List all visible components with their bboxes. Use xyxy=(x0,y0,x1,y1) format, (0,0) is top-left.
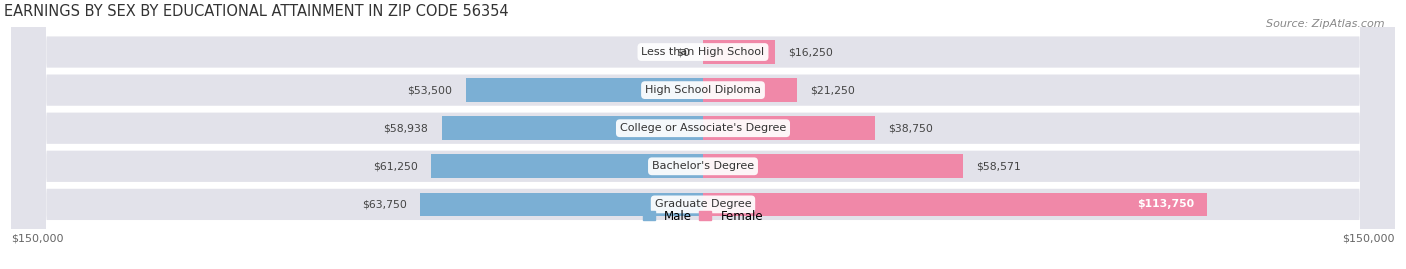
FancyBboxPatch shape xyxy=(11,0,1395,269)
Text: $58,571: $58,571 xyxy=(976,161,1021,171)
FancyBboxPatch shape xyxy=(11,0,1395,269)
Bar xyxy=(465,78,703,102)
FancyBboxPatch shape xyxy=(11,0,1395,269)
Text: $63,750: $63,750 xyxy=(363,199,406,209)
FancyBboxPatch shape xyxy=(11,0,1395,269)
Bar xyxy=(441,116,703,140)
Text: $58,938: $58,938 xyxy=(384,123,429,133)
Text: $16,250: $16,250 xyxy=(789,47,834,57)
Text: Graduate Degree: Graduate Degree xyxy=(655,199,751,209)
Bar xyxy=(703,40,775,64)
Text: $113,750: $113,750 xyxy=(1137,199,1194,209)
Bar xyxy=(432,154,703,178)
Text: Less than High School: Less than High School xyxy=(641,47,765,57)
Legend: Male, Female: Male, Female xyxy=(638,205,768,227)
Text: $21,250: $21,250 xyxy=(810,85,855,95)
Text: $0: $0 xyxy=(676,47,690,57)
Bar xyxy=(703,78,797,102)
Text: College or Associate's Degree: College or Associate's Degree xyxy=(620,123,786,133)
Text: Source: ZipAtlas.com: Source: ZipAtlas.com xyxy=(1267,19,1385,29)
Bar xyxy=(703,193,1208,216)
Text: $53,500: $53,500 xyxy=(408,85,453,95)
Text: $61,250: $61,250 xyxy=(373,161,418,171)
Bar xyxy=(420,193,703,216)
Bar xyxy=(703,154,963,178)
Text: High School Diploma: High School Diploma xyxy=(645,85,761,95)
Text: Bachelor's Degree: Bachelor's Degree xyxy=(652,161,754,171)
FancyBboxPatch shape xyxy=(11,0,1395,269)
Text: EARNINGS BY SEX BY EDUCATIONAL ATTAINMENT IN ZIP CODE 56354: EARNINGS BY SEX BY EDUCATIONAL ATTAINMEN… xyxy=(4,4,509,19)
Text: $38,750: $38,750 xyxy=(889,123,934,133)
Bar xyxy=(703,116,875,140)
